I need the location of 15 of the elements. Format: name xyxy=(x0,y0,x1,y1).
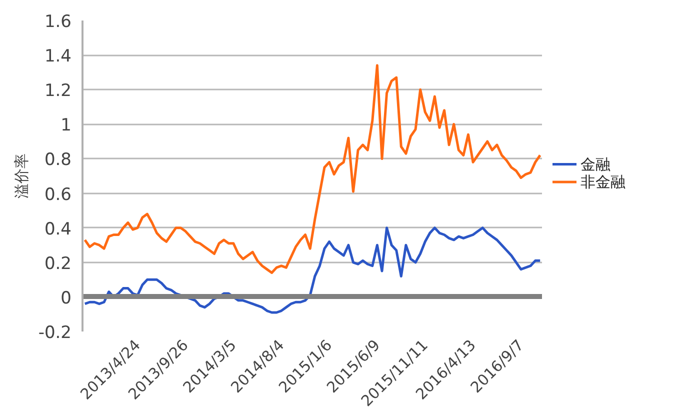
line-series xyxy=(84,64,542,274)
y-tick-label: 1.4 xyxy=(44,46,72,67)
y-tick-label: -0.2 xyxy=(38,323,72,343)
y-tick-label: 1 xyxy=(60,116,72,136)
y-tick-label: 1.2 xyxy=(44,81,72,102)
y-tick-label: 0.8 xyxy=(44,150,72,170)
line-series xyxy=(84,226,542,314)
y-axis-title: 溢价率 xyxy=(12,154,30,198)
y-tick-label: 0.6 xyxy=(44,184,72,205)
y-tick-label: 0.2 xyxy=(44,254,72,274)
y-tick-label: 0.4 xyxy=(44,219,72,240)
y-tick-label: 0 xyxy=(60,288,72,308)
legend-label: 非金融 xyxy=(580,172,626,191)
y-tick-label: 1.6 xyxy=(44,12,72,32)
legend-label: 金融 xyxy=(580,155,610,174)
